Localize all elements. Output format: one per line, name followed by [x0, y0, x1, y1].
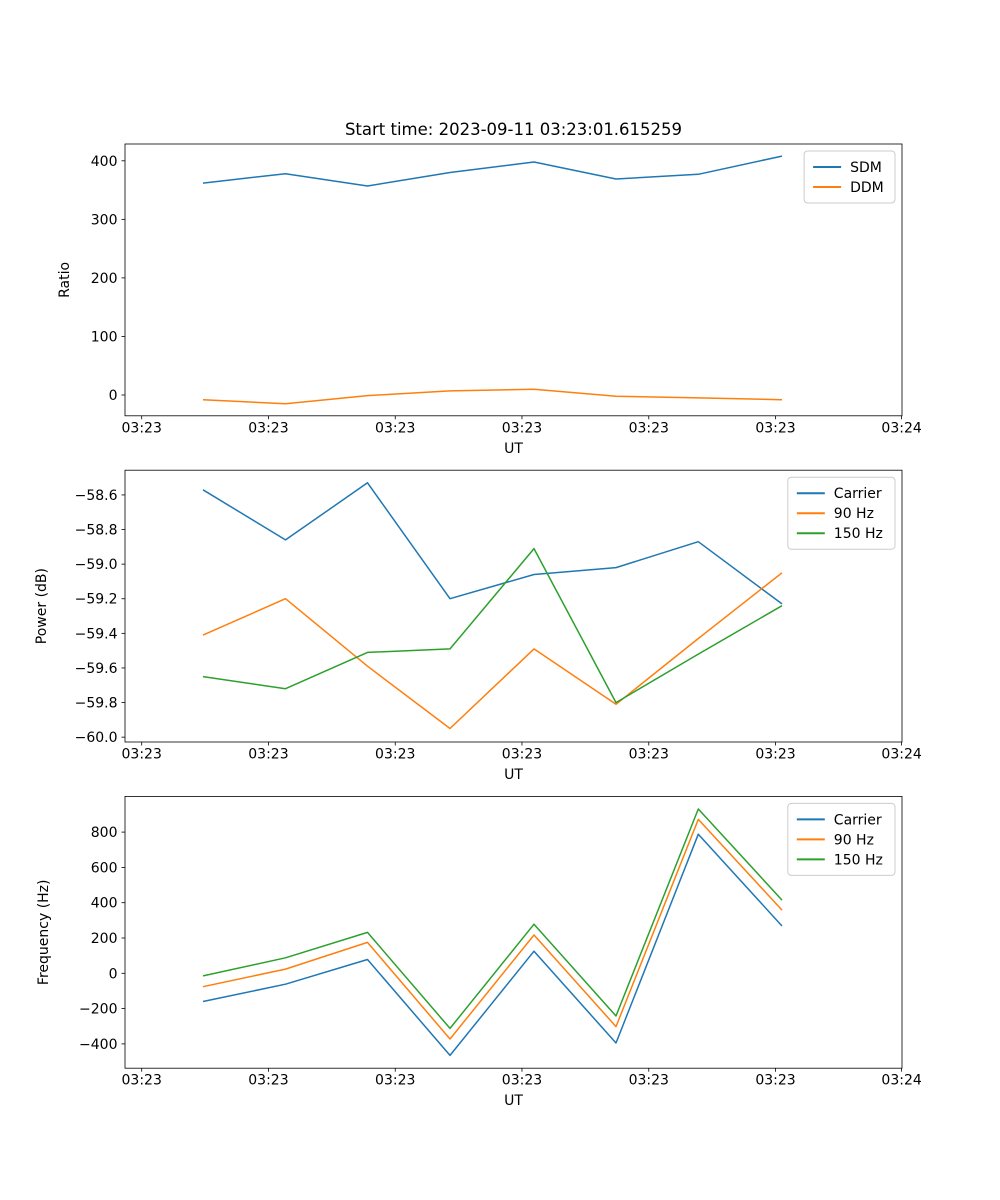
y-tick-label: 200: [91, 271, 118, 287]
legend-entry-sdm: SDM: [813, 160, 882, 176]
y-tick-label: 200: [91, 931, 118, 947]
legend-entry-label: SDM: [850, 160, 882, 176]
legend: Carrier 90 Hz 150 Hz: [787, 802, 896, 876]
x-tick-label: 03:24: [881, 747, 921, 763]
legend-box: [787, 476, 896, 550]
series-line-ddm: [202, 388, 783, 405]
x-tick-label: 03:23: [375, 1073, 415, 1089]
x-axis-label: UT: [504, 1093, 523, 1109]
y-tick-label: −60.0: [75, 730, 118, 746]
y-tick-label: 800: [91, 825, 118, 841]
legend-entry-ddm: DDM: [813, 180, 884, 196]
y-tick-label: −59.8: [75, 696, 118, 712]
chart-title: Start time: 2023-09-11 03:23:01.615259: [345, 120, 682, 139]
x-tick-label: 03:23: [248, 420, 288, 436]
y-axis-label: Frequency (Hz): [36, 880, 52, 986]
legend-entry-label: DDM: [850, 180, 884, 196]
series-line-150-hz: [202, 808, 783, 1030]
y-tick-label: 600: [91, 860, 118, 876]
x-tick-label: 03:23: [122, 420, 162, 436]
y-tick-label: −59.4: [75, 626, 118, 642]
legend-box: [787, 802, 896, 876]
legend-entry-label: Carrier: [834, 812, 882, 828]
legend-entry-carrier: Carrier: [796, 486, 882, 502]
series-line-carrier: [202, 482, 783, 605]
x-tick-label: 03:23: [375, 747, 415, 763]
y-axis-label: Ratio: [57, 262, 73, 298]
y-tick-label: −400: [79, 1037, 117, 1053]
x-tick-label: 03:23: [629, 420, 669, 436]
axes-frame: [124, 469, 903, 743]
series-line-carrier: [202, 833, 783, 1057]
x-tick-label: 03:23: [629, 1073, 669, 1089]
x-tick-label: 03:24: [881, 420, 921, 436]
legend-entry-150-hz: 150 Hz: [796, 852, 883, 868]
legend-entry-label: 150 Hz: [834, 526, 883, 542]
x-tick-label: 03:24: [881, 1073, 921, 1089]
legend-entry-carrier: Carrier: [796, 812, 882, 828]
x-tick-label: 03:23: [629, 747, 669, 763]
legend-entry-150-hz: 150 Hz: [796, 526, 883, 542]
chart-power: 03:23 03:23 03:23 03:23 03:23 03:23 03:24 −60.0…: [34, 469, 922, 783]
x-tick-label: 03:23: [502, 1073, 542, 1089]
legend-entry-90-hz: 90 Hz: [796, 506, 874, 522]
x-axis-label: UT: [504, 441, 523, 457]
axes-frame: [124, 143, 903, 417]
x-tick-label: 03:23: [502, 747, 542, 763]
y-tick-label: 0: [109, 966, 118, 982]
legend-box: [803, 150, 896, 204]
y-tick-label: 400: [91, 154, 118, 170]
x-tick-label: 03:23: [755, 1073, 795, 1089]
series-line-90-hz: [202, 572, 783, 730]
x-tick-label: 03:23: [755, 420, 795, 436]
y-tick-label: −58.8: [75, 523, 118, 539]
x-tick-label: 03:23: [375, 420, 415, 436]
legend-entry-label: 150 Hz: [834, 852, 883, 868]
y-tick-label: −200: [79, 1002, 117, 1018]
series-line-150-hz: [202, 547, 783, 704]
series-line-sdm: [202, 155, 783, 187]
x-axis-label: UT: [504, 767, 523, 783]
y-tick-label: −58.6: [75, 488, 118, 504]
y-tick-label: −59.6: [75, 661, 118, 677]
chart-frequency: 03:23 03:23 03:23 03:23 03:23 03:23 03:24 −400 −…: [36, 796, 922, 1109]
y-tick-label: 400: [91, 896, 118, 912]
legend: Carrier 90 Hz 150 Hz: [787, 476, 896, 550]
x-tick-label: 03:23: [248, 1073, 288, 1089]
legend-entry-label: Carrier: [834, 486, 882, 502]
chart-ratio: 03:23 03:23 03:23 03:23 03:23 03:23 03:24 0 100 2…: [57, 143, 922, 457]
legend-entry-90-hz: 90 Hz: [796, 832, 874, 848]
x-tick-label: 03:23: [755, 747, 795, 763]
y-tick-label: −59.2: [75, 592, 118, 608]
x-tick-label: 03:23: [502, 420, 542, 436]
legend-entry-label: 90 Hz: [834, 506, 874, 522]
x-tick-label: 03:23: [122, 747, 162, 763]
axes-frame: [124, 796, 903, 1069]
x-tick-label: 03:23: [248, 747, 288, 763]
series-line-90-hz: [202, 818, 783, 1040]
y-axis-label: Power (dB): [34, 568, 50, 644]
x-tick-label: 03:23: [122, 1073, 162, 1089]
legend: SDM DDM: [803, 150, 896, 204]
y-tick-label: 300: [91, 212, 118, 228]
y-tick-label: 100: [91, 329, 118, 345]
y-tick-label: 0: [109, 388, 118, 404]
y-tick-label: −59.0: [75, 557, 118, 573]
legend-entry-label: 90 Hz: [834, 832, 874, 848]
